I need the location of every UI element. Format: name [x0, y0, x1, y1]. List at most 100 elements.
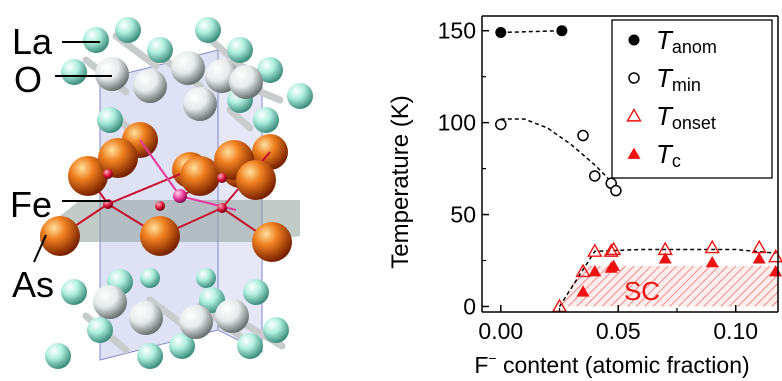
- guide-lines: [500, 29, 776, 307]
- fe-as-bond: [107, 169, 191, 205]
- la-atom: [287, 83, 313, 109]
- legend-label-onset: Tonset: [656, 101, 716, 133]
- point-c: [658, 252, 672, 264]
- point-anom: [495, 27, 507, 39]
- x-tick-label: 0.10: [713, 318, 758, 344]
- o-atom: [95, 57, 129, 91]
- legend: Tanom Tmin Tonset Tc: [611, 19, 773, 179]
- legend-marker-anom: [628, 34, 640, 46]
- fe-atom: [98, 138, 138, 178]
- y-tick-label: 100: [438, 110, 476, 136]
- legend-label-c: Tc: [656, 139, 681, 171]
- point-c: [576, 285, 590, 297]
- legend-label-anom: Tanom: [656, 25, 717, 57]
- x-tick-label: 0.00: [478, 318, 523, 344]
- la-atom: [257, 57, 283, 83]
- point-onset: [751, 239, 767, 254]
- la-atom: [140, 268, 160, 288]
- fe-atom: [252, 222, 292, 262]
- label-as: As: [12, 264, 54, 305]
- la-atom: [237, 333, 263, 359]
- legend-box: [611, 19, 773, 179]
- la-atom: [137, 343, 163, 369]
- point-anom: [556, 25, 568, 37]
- point-onset: [767, 248, 782, 263]
- la-atom: [196, 268, 216, 288]
- fe-site: [217, 203, 227, 213]
- la-atom: [115, 17, 141, 43]
- point-min: [610, 184, 622, 197]
- legend-marker-onset: [626, 108, 642, 122]
- x-axis-label: F− content (atomic fraction): [474, 350, 749, 378]
- y-tick-label: 50: [450, 202, 476, 228]
- center-bond: [139, 139, 181, 197]
- fe-atom: [68, 156, 108, 196]
- legend-marker-c: [627, 147, 641, 159]
- point-min: [589, 170, 601, 182]
- x-axis-label-rest: content (atomic fraction): [497, 352, 750, 378]
- crystal-structure: [40, 17, 313, 369]
- point-c: [769, 265, 782, 277]
- la-atom: [61, 279, 87, 305]
- fe-atom: [180, 156, 220, 196]
- point-min: [495, 118, 507, 131]
- fe-site: [155, 201, 165, 211]
- legend-marker-min: [628, 72, 640, 84]
- x-axis-label-prefix: F: [474, 352, 488, 378]
- la-atom: [83, 27, 109, 53]
- fe-site: [103, 169, 113, 179]
- sc-region-label: SC: [624, 276, 660, 306]
- point-onset: [603, 243, 619, 257]
- label-la: La: [12, 21, 53, 62]
- o-atom: [93, 285, 127, 319]
- la-atom: [263, 317, 289, 343]
- point-onset: [587, 243, 603, 257]
- x-tick-label: 0.05: [596, 318, 641, 344]
- y-tick-label: 0: [463, 293, 476, 319]
- x-axis-label-sup: −: [488, 350, 496, 366]
- la-atom: [253, 107, 279, 133]
- point-onset: [704, 239, 720, 254]
- point-c: [607, 259, 621, 271]
- data-points: [495, 25, 782, 313]
- point-c: [588, 265, 602, 277]
- y-tick-label: 150: [438, 18, 476, 44]
- la-atom: [61, 59, 87, 85]
- guide-line-0: [500, 29, 562, 34]
- la-atom: [87, 317, 113, 343]
- label-fe: Fe: [10, 184, 52, 225]
- sc-region-fill: [559, 266, 778, 307]
- point-c: [705, 255, 719, 268]
- o-atom: [129, 301, 163, 335]
- la-atom: [195, 17, 221, 43]
- point-onset: [605, 241, 622, 256]
- o-atom: [183, 87, 217, 121]
- structure-labels: La O Fe As: [10, 21, 112, 305]
- la-atom: [97, 107, 123, 133]
- point-c: [752, 252, 766, 264]
- guide-line-1: [500, 118, 619, 190]
- phase-diagram-chart: 0 50 100 150 0.00 0.05 0.10 SC Temperature (K)…: [387, 15, 782, 378]
- fe-atom: [40, 216, 80, 256]
- o-atom: [229, 65, 263, 99]
- point-onset: [575, 263, 591, 278]
- bond-stick: [226, 106, 254, 132]
- la-atom: [227, 37, 253, 63]
- o-atom: [133, 69, 167, 103]
- fe-atom: [236, 160, 276, 200]
- o-atom: [179, 305, 213, 339]
- axes: 0 50 100 150 0.00 0.05 0.10: [438, 15, 779, 344]
- la-atom: [169, 333, 195, 359]
- point-min: [577, 129, 589, 142]
- o-atom: [171, 51, 205, 85]
- fe-atom: [140, 216, 180, 256]
- la-atom: [147, 37, 173, 63]
- sc-region: [559, 266, 778, 307]
- center-site: [173, 189, 187, 203]
- pointer-as: [33, 234, 47, 263]
- label-o: O: [14, 59, 42, 100]
- la-atom: [45, 343, 71, 369]
- legend-label-min: Tmin: [656, 63, 701, 95]
- guide-line-2: [558, 248, 776, 307]
